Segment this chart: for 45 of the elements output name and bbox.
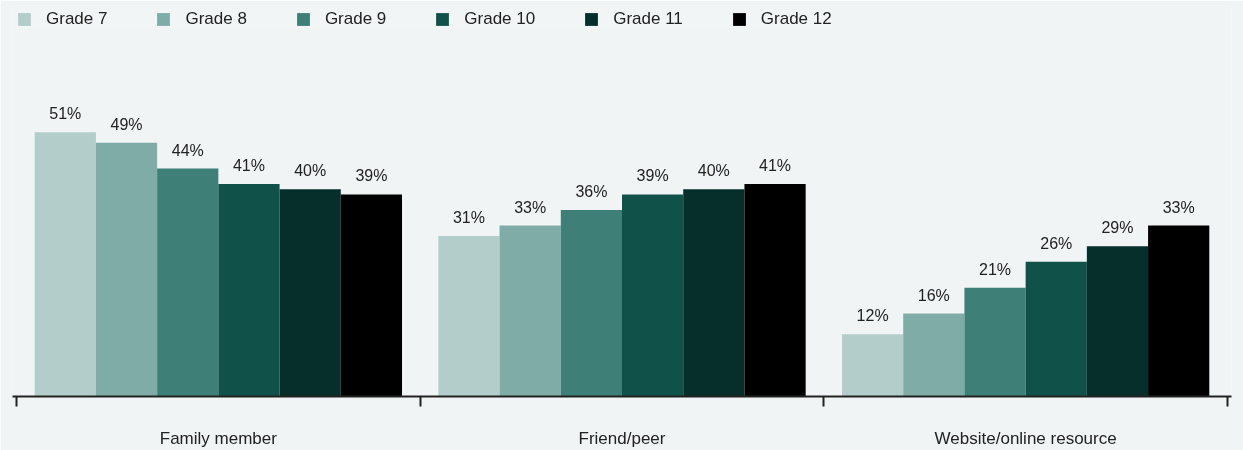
legend-label: Grade 11 (613, 9, 683, 29)
bar (218, 184, 280, 397)
bar (34, 132, 96, 397)
bar (95, 142, 158, 397)
bar (903, 313, 965, 397)
bar (279, 189, 341, 397)
legend-label: Grade 9 (324, 9, 387, 29)
data-label: 33% (1162, 198, 1195, 216)
data-label: 12% (856, 307, 889, 325)
data-label: 40% (697, 162, 730, 180)
bar (841, 334, 904, 397)
data-label: 39% (355, 167, 388, 185)
data-label: 41% (759, 157, 792, 175)
data-label: 16% (917, 286, 950, 304)
x-tick-label: Family member (159, 428, 278, 448)
data-label: 40% (294, 162, 327, 180)
bar (438, 235, 500, 397)
data-label: 31% (452, 208, 485, 226)
bar (744, 184, 806, 397)
bar (340, 194, 403, 397)
data-label: 49% (110, 115, 143, 133)
legend-label: Grade 12 (760, 9, 832, 29)
data-label: 29% (1101, 219, 1134, 237)
bar (157, 168, 219, 397)
bar (1148, 225, 1210, 397)
bar (499, 225, 561, 397)
bar (683, 189, 745, 397)
bar (560, 210, 622, 397)
x-tick-label: Website/online resource (934, 428, 1117, 448)
legend-label: Grade 7 (46, 9, 108, 29)
legend-label: Grade 8 (185, 9, 247, 29)
data-label: 26% (1040, 234, 1073, 252)
data-label: 51% (49, 105, 82, 123)
bar (964, 287, 1026, 397)
data-label: 41% (232, 157, 265, 175)
data-label: 36% (575, 183, 608, 201)
x-tick-label: Friend/peer (578, 428, 666, 448)
data-label: 39% (636, 167, 669, 185)
data-label: 44% (171, 141, 204, 159)
bar (622, 194, 684, 397)
data-label: 21% (979, 260, 1012, 278)
data-label: 33% (514, 198, 547, 216)
bar (1025, 261, 1087, 397)
legend-label: Grade 10 (464, 9, 536, 29)
bar (1086, 246, 1149, 397)
